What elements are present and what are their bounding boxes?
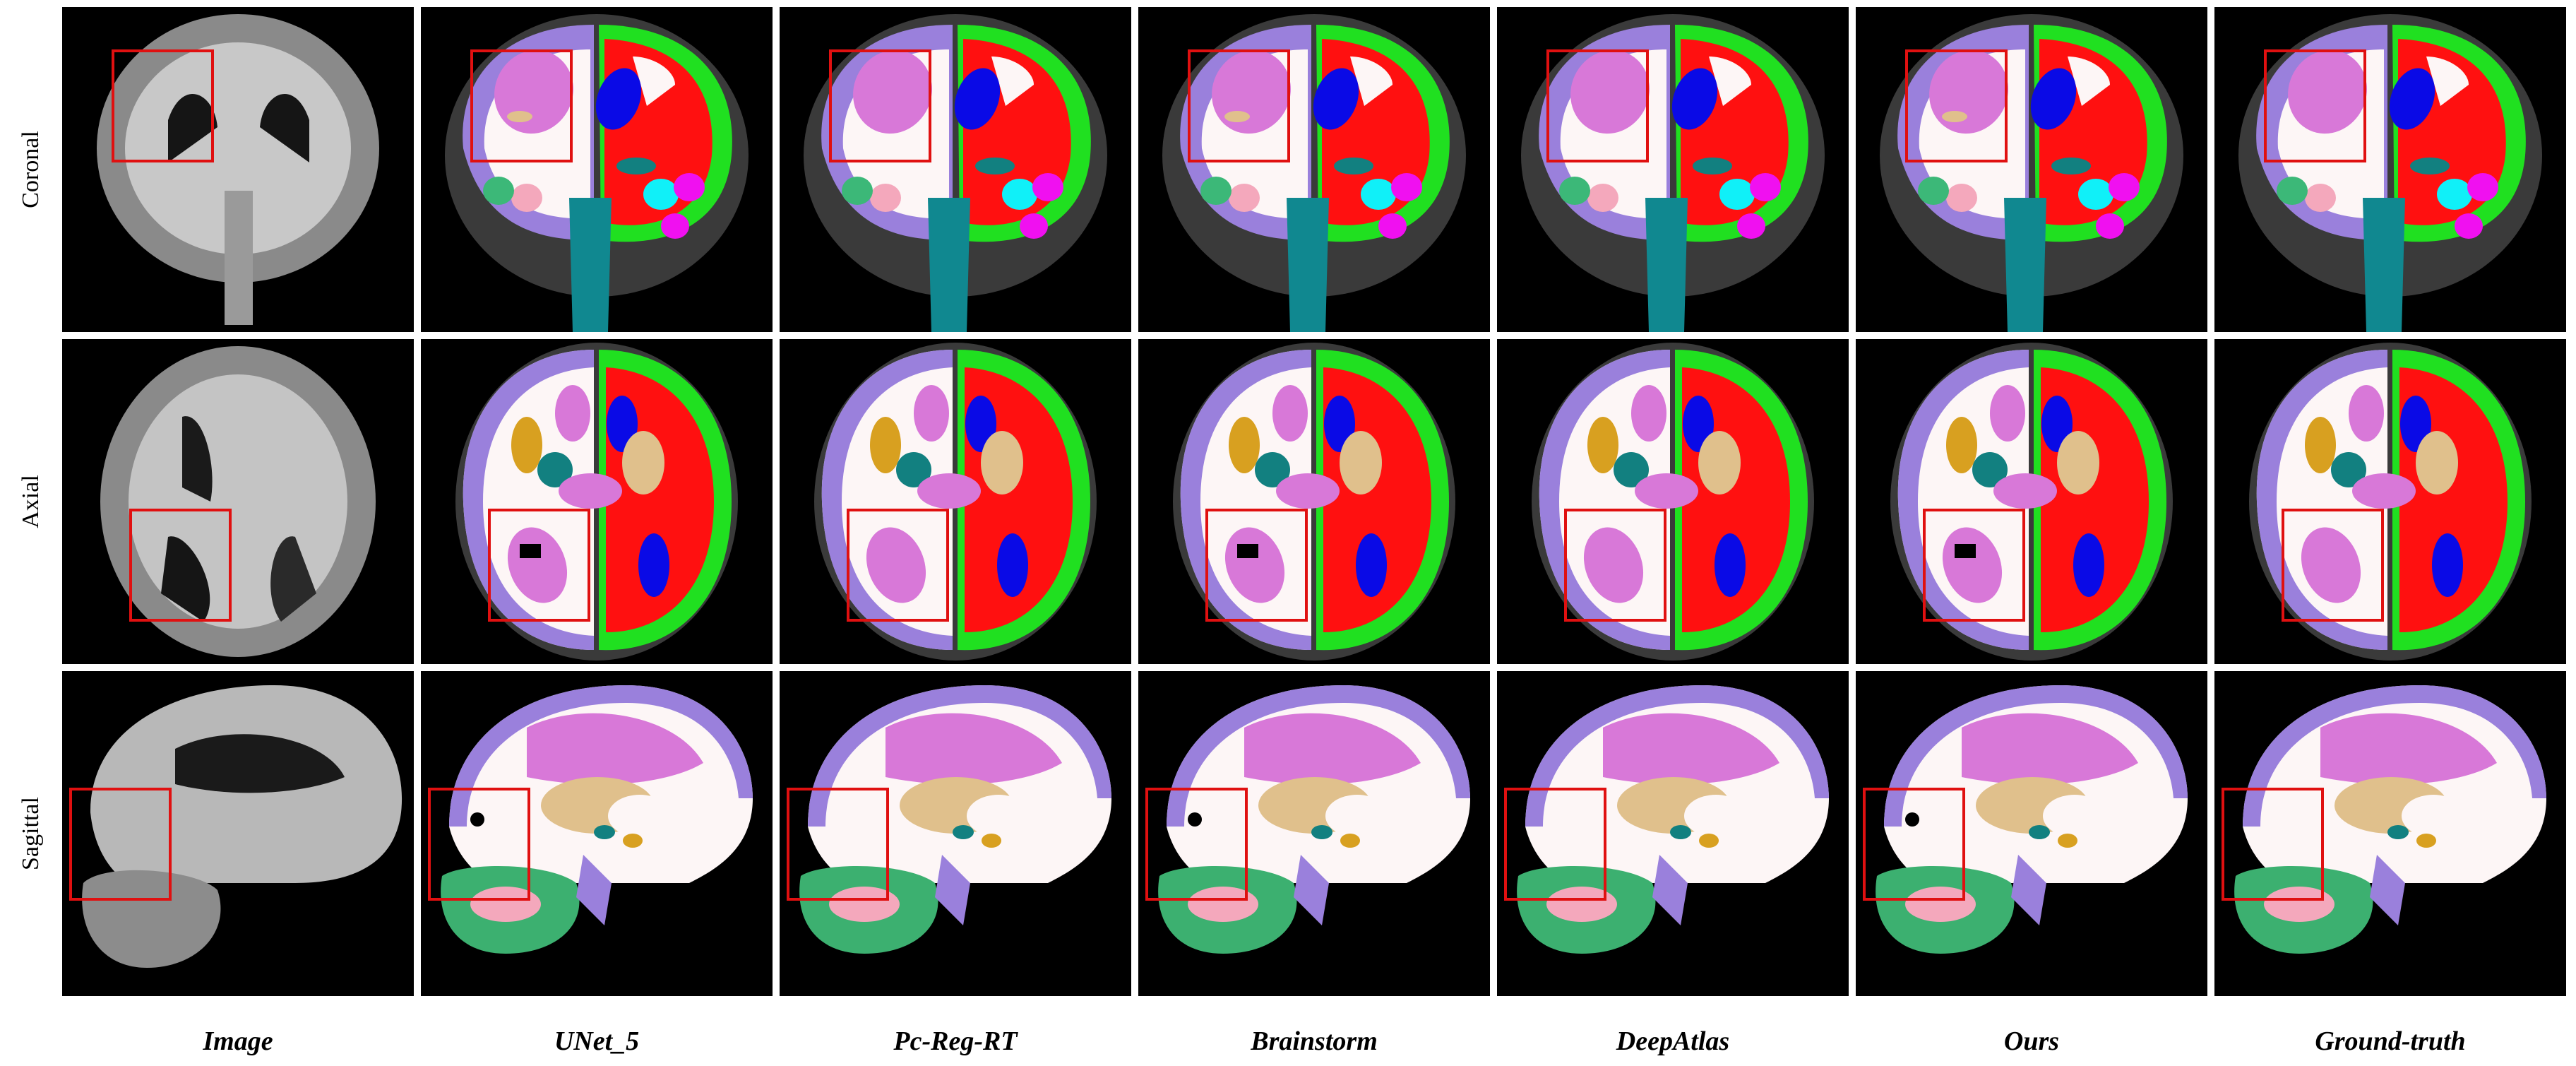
highlight-box [1145, 788, 1248, 901]
panel-coronal-image [62, 7, 414, 332]
panel-image [455, 343, 738, 661]
highlight-box [2264, 49, 2366, 162]
panel-image [1521, 14, 1825, 332]
panel-image [1532, 343, 1814, 661]
panel-sagittal-brainstorm [1138, 671, 1490, 996]
column-label-deepatlas: DeepAtlas [1616, 1026, 1730, 1056]
highlight-box [829, 49, 931, 162]
panel-sagittal-deepatlas [1497, 671, 1849, 996]
panel-coronal-pcregrt [780, 7, 1131, 332]
panel-image [1517, 685, 1829, 954]
panel-image [441, 685, 753, 954]
panel-image [97, 14, 379, 325]
highlight-box [129, 509, 232, 622]
panel-image [1880, 14, 2183, 332]
highlight-box [1923, 509, 2025, 622]
panel-image [82, 685, 402, 968]
panel-sagittal-unet5 [421, 671, 773, 996]
panel-sagittal-image [62, 671, 414, 996]
panel-image [2234, 685, 2546, 954]
highlight-box [112, 49, 214, 162]
panel-image [100, 346, 376, 657]
column-label-brainstorm: Brainstorm [1251, 1026, 1378, 1056]
highlight-box [69, 788, 172, 901]
panel-axial-groundtruth [2214, 339, 2566, 664]
panel-coronal-ours [1856, 7, 2207, 332]
highlight-box [1504, 788, 1606, 901]
panel-axial-deepatlas [1497, 339, 1849, 664]
panel-image [804, 14, 1107, 332]
highlight-box [2222, 788, 2324, 901]
highlight-box [1863, 788, 1965, 901]
column-label-pcregrt: Pc-Reg-RT [893, 1026, 1018, 1056]
panel-image [1173, 343, 1455, 661]
panel-image [814, 343, 1097, 661]
panel-axial-unet5 [421, 339, 773, 664]
highlight-box [1546, 49, 1649, 162]
panel-image [2238, 14, 2542, 332]
panel-axial-pcregrt [780, 339, 1131, 664]
panel-axial-brainstorm [1138, 339, 1490, 664]
panel-sagittal-pcregrt [780, 671, 1131, 996]
panel-image [1890, 343, 2173, 661]
panel-coronal-groundtruth [2214, 7, 2566, 332]
panel-image [799, 685, 1111, 954]
panel-sagittal-groundtruth [2214, 671, 2566, 996]
panel-axial-ours [1856, 339, 2207, 664]
column-label-image: Image [203, 1026, 273, 1056]
highlight-box [2282, 509, 2384, 622]
panel-image [445, 14, 749, 332]
panel-coronal-deepatlas [1497, 7, 1849, 332]
column-label-groundtruth: Ground-truth [2315, 1026, 2466, 1056]
panel-image [1162, 14, 1466, 332]
highlight-box [787, 788, 889, 901]
panel-image [2249, 343, 2532, 661]
highlight-box [1564, 509, 1666, 622]
column-label-ours: Ours [2003, 1026, 2060, 1056]
row-label-coronal: Coronal [18, 131, 44, 208]
row-label-sagittal: Sagittal [18, 797, 44, 870]
panel-axial-image [62, 339, 414, 664]
panel-sagittal-ours [1856, 671, 2207, 996]
highlight-box [1188, 49, 1290, 162]
highlight-box [470, 49, 573, 162]
highlight-box [1205, 509, 1308, 622]
highlight-box [847, 509, 949, 622]
panel-image [1876, 685, 2188, 954]
highlight-box [1905, 49, 2008, 162]
highlight-box [428, 788, 530, 901]
panel-coronal-unet5 [421, 7, 773, 332]
panel-image [1158, 685, 1470, 954]
column-label-unet5: UNet_5 [554, 1026, 640, 1056]
highlight-box [488, 509, 590, 622]
row-label-axial: Axial [18, 475, 44, 528]
panel-coronal-brainstorm [1138, 7, 1490, 332]
